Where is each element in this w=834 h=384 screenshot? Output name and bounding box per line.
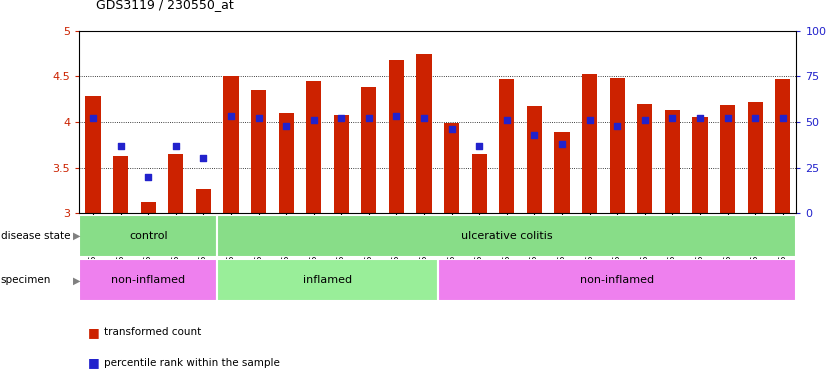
Point <box>473 142 486 149</box>
Point <box>142 174 155 180</box>
Text: ulcerative colitis: ulcerative colitis <box>461 231 553 241</box>
Bar <box>582 74 597 213</box>
Point <box>279 122 293 129</box>
Text: ▶: ▶ <box>73 275 80 285</box>
Point <box>776 115 789 121</box>
Text: ■: ■ <box>88 326 99 339</box>
Bar <box>692 118 707 213</box>
Text: control: control <box>129 231 168 241</box>
Bar <box>251 90 266 213</box>
Bar <box>472 154 487 213</box>
Bar <box>416 53 432 213</box>
Point <box>197 155 210 161</box>
Bar <box>389 60 404 213</box>
Point <box>638 117 651 123</box>
Point <box>169 142 183 149</box>
Text: non-inflamed: non-inflamed <box>580 275 654 285</box>
Point <box>528 132 541 138</box>
Point <box>389 113 403 119</box>
Bar <box>637 104 652 213</box>
Point <box>583 117 596 123</box>
Bar <box>555 132 570 213</box>
Bar <box>79 259 217 301</box>
Point <box>307 117 320 123</box>
Bar <box>527 106 542 213</box>
Text: inflamed: inflamed <box>303 275 352 285</box>
Bar <box>334 114 349 213</box>
Text: GDS3119 / 230550_at: GDS3119 / 230550_at <box>96 0 234 12</box>
Point <box>224 113 238 119</box>
Point <box>417 115 430 121</box>
Point <box>610 122 624 129</box>
Point <box>114 142 128 149</box>
Bar <box>79 215 217 257</box>
Bar <box>217 215 796 257</box>
Bar <box>217 259 438 301</box>
Bar <box>141 202 156 213</box>
Text: ▶: ▶ <box>73 231 80 241</box>
Text: specimen: specimen <box>1 275 51 285</box>
Text: transformed count: transformed count <box>104 327 202 337</box>
Bar <box>306 81 321 213</box>
Bar <box>85 96 101 213</box>
Point <box>666 115 679 121</box>
Text: percentile rank within the sample: percentile rank within the sample <box>104 358 280 368</box>
Bar <box>720 104 735 213</box>
Bar <box>775 79 791 213</box>
Point <box>252 115 265 121</box>
Text: non-inflamed: non-inflamed <box>111 275 185 285</box>
Point <box>500 117 514 123</box>
Bar <box>279 113 294 213</box>
Bar <box>438 259 796 301</box>
Text: disease state: disease state <box>1 231 70 241</box>
Bar <box>113 156 128 213</box>
Point <box>362 115 375 121</box>
Bar <box>196 189 211 213</box>
Point <box>555 141 569 147</box>
Bar <box>224 76 239 213</box>
Bar <box>500 79 515 213</box>
Bar <box>168 154 183 213</box>
Point <box>445 126 459 132</box>
Bar <box>747 102 762 213</box>
Bar <box>610 78 625 213</box>
Text: ■: ■ <box>88 356 99 369</box>
Point <box>693 115 706 121</box>
Point <box>721 115 734 121</box>
Point <box>87 115 100 121</box>
Bar <box>665 110 680 213</box>
Point <box>334 115 348 121</box>
Point <box>748 115 761 121</box>
Bar <box>361 87 376 213</box>
Bar <box>444 123 460 213</box>
